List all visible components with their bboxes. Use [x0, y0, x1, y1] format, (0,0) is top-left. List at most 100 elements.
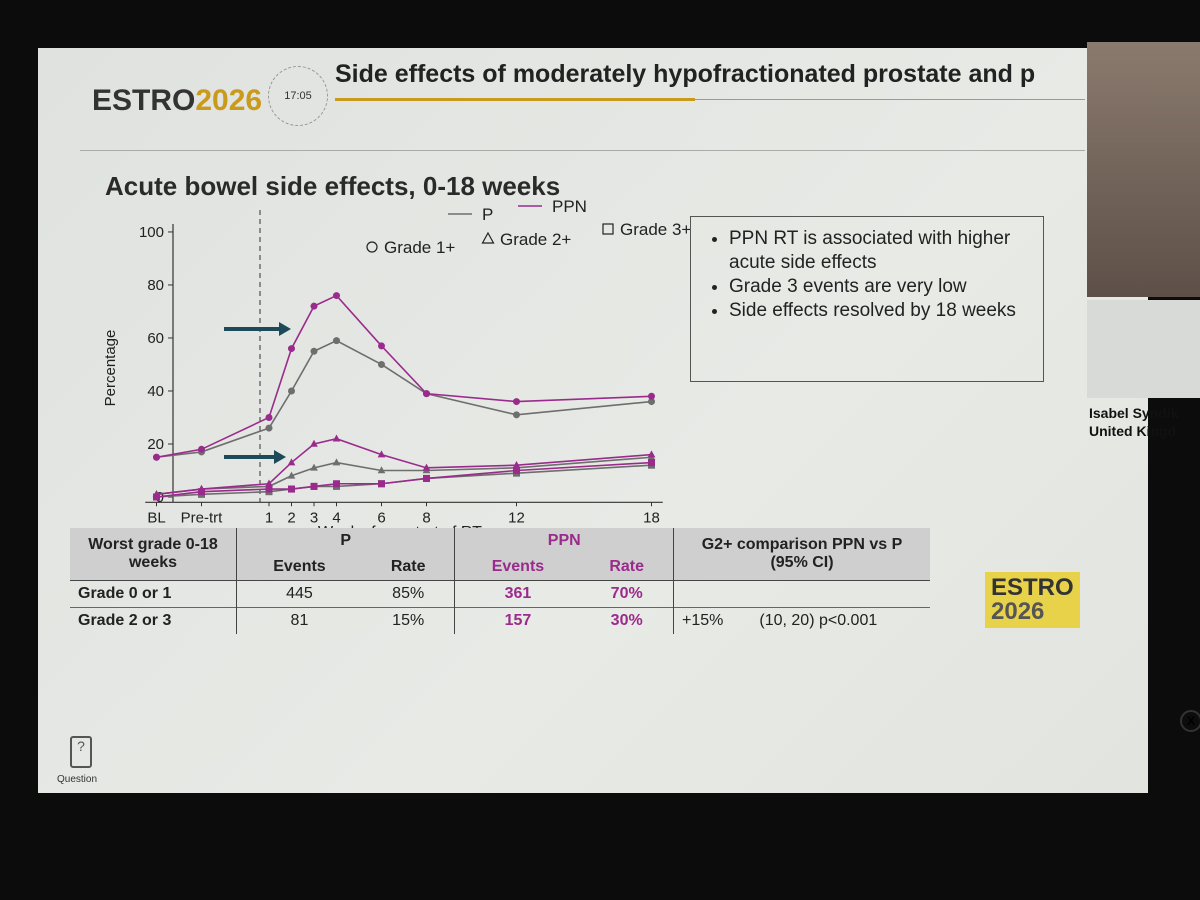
x-tick-label: 1 — [265, 509, 273, 526]
bullet-box: PPN RT is associated with higher acute s… — [690, 216, 1044, 382]
x-tick-label: 2 — [287, 509, 295, 526]
data-point — [513, 398, 520, 406]
cell — [673, 580, 930, 608]
speaker-caption: Isabel Syndik United Kingd — [1089, 404, 1178, 440]
close-button[interactable]: X — [1180, 710, 1200, 732]
cell: 30% — [610, 612, 643, 629]
data-point — [513, 466, 520, 474]
series-line — [156, 456, 652, 496]
cell: Events — [454, 554, 581, 581]
legend-label: Grade 3+ — [620, 220, 691, 239]
series-line — [156, 339, 652, 459]
data-point — [265, 413, 273, 421]
data-point — [265, 479, 273, 487]
cell: Worst grade 0-18 weeks — [88, 536, 218, 571]
header-rule — [80, 150, 1085, 151]
footer-logo: ESTRO 2026 — [985, 572, 1080, 628]
data-point — [198, 445, 205, 453]
x-tick-label: 12 — [508, 509, 525, 526]
logo-year: 2026 — [991, 598, 1045, 625]
x-tick-label: Pre-trt — [181, 509, 224, 526]
data-point — [287, 471, 296, 479]
question-label[interactable]: Question — [57, 774, 98, 785]
table-body: Grade 0 or 1 445 85% 361 70% Grade 2 or 3 81 15… — [70, 580, 930, 634]
legend-label: Grade 1+ — [384, 238, 455, 257]
data-point — [333, 292, 340, 300]
series-line — [156, 464, 652, 498]
data-point — [265, 424, 273, 432]
logo-text: ESTRO — [92, 84, 196, 117]
data-point — [310, 302, 318, 310]
y-tick-label: 20 — [147, 436, 164, 453]
comparison-ci: (10, 20) p<0.001 — [759, 612, 878, 629]
x-tick-label: 4 — [332, 509, 340, 526]
legend-label: PPN — [552, 197, 587, 216]
slide-title: Side effects of moderately hypofractiona… — [335, 60, 1036, 88]
x-tick-label: 6 — [377, 509, 385, 526]
cell: 70% — [610, 585, 643, 602]
table-wrap: Worst grade 0-18 weeks P PPN G2+ compari… — [70, 528, 930, 634]
table-row: Grade 2 or 3 81 15% 157 30% +15% (10, 20) p<0.… — [70, 607, 930, 634]
x-tick-label: 3 — [310, 509, 318, 526]
data-point — [423, 474, 430, 482]
plot: 020406080100BLPre-trt1234681218PPPNGrade… — [139, 197, 691, 526]
cell: Events — [235, 554, 362, 581]
bullet: PPN RT is associated with higher acute s… — [729, 227, 1033, 275]
legend-label: Grade 2+ — [500, 230, 571, 249]
cell: 361 — [454, 580, 581, 608]
data-point — [153, 453, 160, 461]
logo: ESTRO2026 — [92, 84, 262, 118]
question-icon[interactable]: ? — [70, 736, 92, 768]
data-point — [648, 459, 655, 467]
data-point — [153, 493, 160, 501]
cell: Grade 0 or 1 — [78, 585, 172, 602]
cell: Rate — [609, 558, 645, 575]
slide — [38, 48, 1148, 793]
cell: 157 — [454, 607, 581, 634]
logo-year: 2026 — [195, 84, 263, 117]
logo-text: ESTRO — [991, 574, 1074, 601]
data-point — [378, 360, 385, 368]
data-point — [288, 485, 295, 493]
x-tick-label: 8 — [422, 509, 430, 526]
bullet: Side effects resolved by 18 weeks — [729, 299, 1033, 323]
title-underline — [335, 98, 695, 101]
y-tick-label: 40 — [147, 383, 164, 400]
bullet-list: PPN RT is associated with higher acute s… — [703, 227, 1033, 323]
speaker-name: Isabel Syndik — [1089, 405, 1179, 421]
y-axis-label: Percentage — [102, 330, 119, 407]
cell: G2+ comparison PPN vs P (95% CI) — [673, 528, 930, 581]
clock: 17:05 — [268, 66, 328, 126]
arrow-head — [279, 322, 291, 336]
data-point — [512, 460, 521, 468]
data-point — [310, 347, 318, 355]
data-point — [648, 392, 655, 400]
data-point — [333, 337, 340, 345]
legend-marker — [366, 241, 378, 253]
bullet: Grade 3 events are very low — [729, 275, 1033, 299]
cell: +15% (10, 20) p<0.001 — [673, 607, 930, 634]
data-point — [647, 450, 656, 458]
data-point — [377, 450, 386, 458]
y-tick-label: 100 — [139, 224, 164, 241]
data-point — [332, 458, 341, 466]
cell: P — [235, 528, 455, 554]
data-point — [288, 345, 295, 353]
table-row: Grade 0 or 1 445 85% 361 70% — [70, 580, 930, 608]
series-line — [156, 437, 652, 496]
comparison-diff: +15% — [682, 612, 724, 629]
speaker-video-lower — [1087, 300, 1200, 398]
data-point — [513, 411, 520, 419]
x-tick-label: 18 — [643, 509, 660, 526]
cell: 85% — [392, 585, 425, 602]
y-tick-label: 60 — [147, 330, 164, 347]
cell: 15% — [392, 612, 425, 629]
data-point — [310, 463, 318, 471]
series-line — [156, 461, 652, 498]
legend-label: P — [482, 205, 493, 224]
data-point — [422, 463, 431, 471]
table: Worst grade 0-18 weeks P PPN G2+ compari… — [70, 528, 930, 634]
data-point — [265, 485, 273, 493]
data-point — [378, 480, 385, 488]
